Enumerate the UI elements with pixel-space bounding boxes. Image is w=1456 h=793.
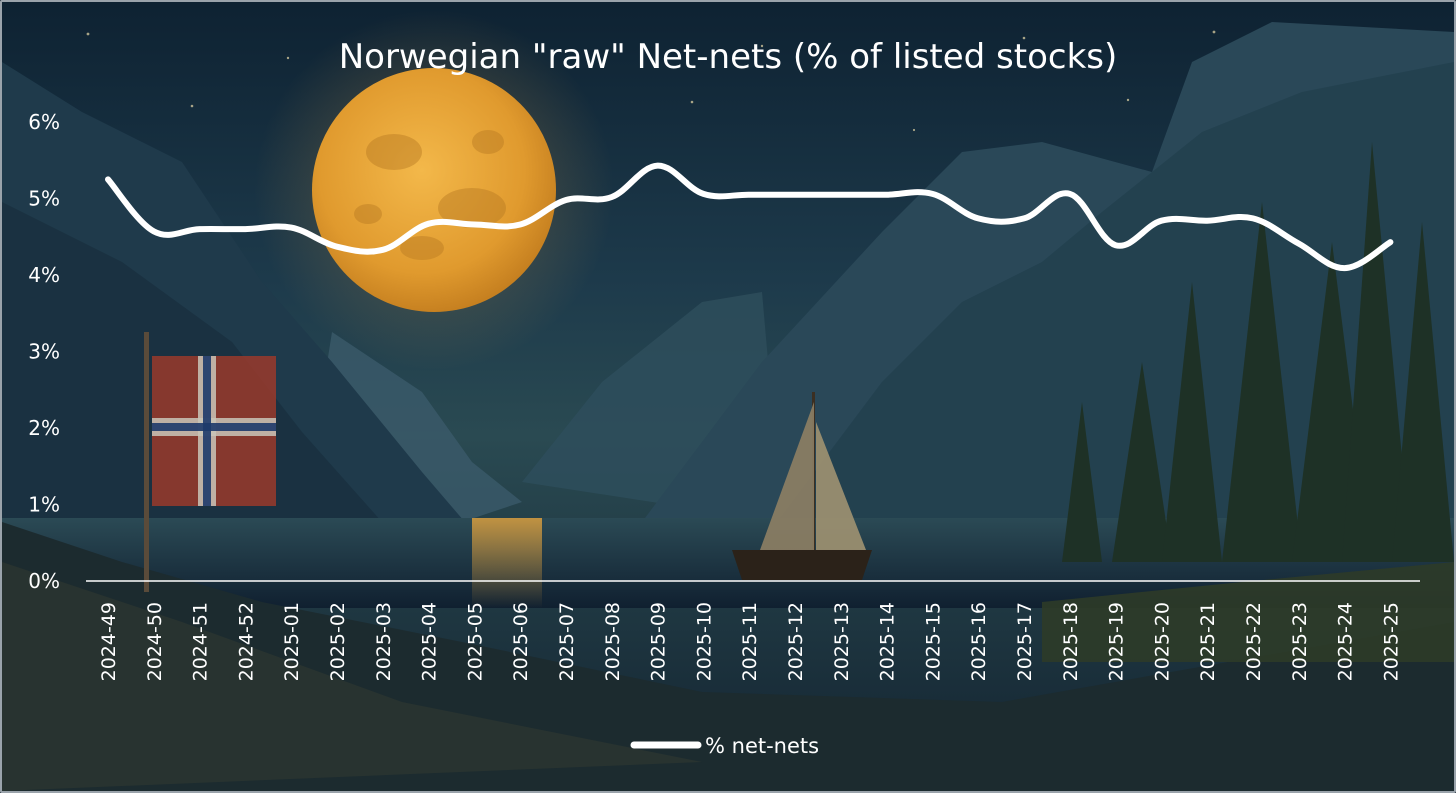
x-tick-label: 2025-17 <box>1014 602 1036 681</box>
x-tick-label: 2025-14 <box>877 602 899 681</box>
legend-label: % net-nets <box>705 734 819 758</box>
chart-title: Norwegian "raw" Net-nets (% of listed st… <box>339 37 1118 77</box>
y-tick-label: 1% <box>28 493 60 517</box>
series-line <box>105 162 1394 272</box>
x-tick-label: 2025-25 <box>1380 602 1402 681</box>
x-tick-label: 2025-16 <box>968 602 990 681</box>
series-layer <box>105 162 1394 272</box>
x-tick-label: 2025-08 <box>602 602 624 681</box>
x-tick-label: 2025-04 <box>419 602 441 681</box>
y-tick-label: 3% <box>28 340 60 364</box>
y-axis-tick-labels: 0% 1% 2% 3% 4% 5% 6% <box>28 110 60 593</box>
x-tick-label: 2025-18 <box>1060 602 1082 681</box>
x-tick-label: 2025-09 <box>648 602 670 681</box>
y-tick-label: 4% <box>28 263 60 287</box>
x-tick-label: 2025-15 <box>922 602 944 681</box>
x-tick-label: 2025-24 <box>1335 602 1357 681</box>
x-tick-label: 2024-51 <box>190 602 212 681</box>
x-tick-label: 2025-06 <box>510 602 532 681</box>
x-tick-label: 2025-21 <box>1197 602 1219 681</box>
x-tick-label: 2025-02 <box>327 602 349 681</box>
y-tick-label: 6% <box>28 110 60 134</box>
x-tick-label: 2025-22 <box>1243 602 1265 681</box>
x-tick-label: 2025-23 <box>1289 602 1311 681</box>
y-tick-label: 2% <box>28 416 60 440</box>
x-axis-tick-labels: 2024-49 2024-50 2024-51 2024-52 2025-01 2025-… <box>98 602 1402 681</box>
x-tick-label: 2025-19 <box>1106 602 1128 681</box>
x-tick-label: 2025-05 <box>464 602 486 681</box>
x-tick-label: 2025-01 <box>281 602 303 681</box>
x-tick-label: 2025-10 <box>693 602 715 681</box>
legend: % net-nets <box>630 734 819 758</box>
x-tick-label: 2024-49 <box>98 602 120 681</box>
x-tick-label: 2024-50 <box>144 602 166 681</box>
x-tick-label: 2024-52 <box>235 602 257 681</box>
y-tick-label: 5% <box>28 187 60 211</box>
y-tick-label: 0% <box>28 569 60 593</box>
x-tick-label: 2025-03 <box>373 602 395 681</box>
x-tick-label: 2025-20 <box>1151 602 1173 681</box>
x-tick-label: 2025-11 <box>739 602 761 681</box>
x-tick-label: 2025-07 <box>556 602 578 681</box>
x-tick-label: 2025-13 <box>831 602 853 681</box>
x-tick-label: 2025-12 <box>785 602 807 681</box>
